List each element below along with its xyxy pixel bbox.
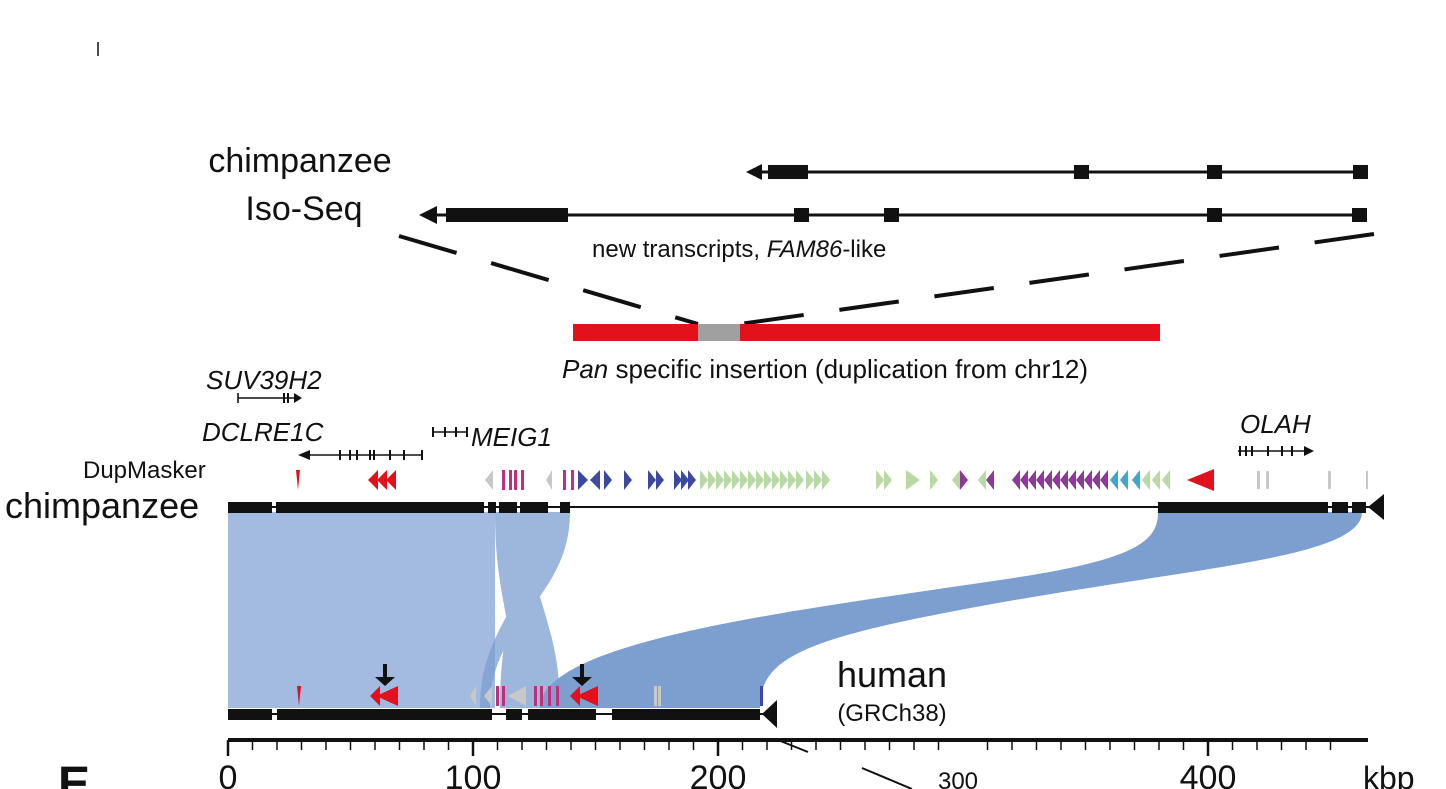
dupmasker-label: DupMasker [83, 457, 206, 484]
gene-olah: OLAH [1238, 409, 1314, 456]
alignment-ribbons [228, 512, 1362, 708]
axis-tick-label: 0 [219, 759, 238, 789]
ribbon-inversion-large [540, 512, 1362, 708]
chimp-track [228, 494, 1384, 520]
gene-dclre1c: DCLRE1C [202, 417, 423, 460]
dupmasker-chimp [296, 469, 1368, 491]
gene-suv39h2: SUV39H2 [206, 365, 322, 403]
axis-tick-label: 300 [938, 768, 978, 789]
ribbon-main-block [228, 512, 495, 708]
kbp-axis: 0 100 200 300 400 [219, 738, 1368, 789]
iso-seq-label-1: chimpanzee [208, 142, 391, 180]
axis-tick-label: 100 [445, 759, 502, 789]
dupmasker-human [297, 664, 763, 706]
human-track [228, 700, 777, 728]
chimp-track-label: chimpanzee [5, 485, 199, 526]
human-track-label: human [837, 654, 947, 695]
gene-label-suv39h2: SUV39H2 [206, 365, 322, 395]
axis-tick-label: 400 [1180, 759, 1237, 789]
axis-tick-label: 200 [690, 759, 747, 789]
gene-label-olah: OLAH [1240, 409, 1311, 439]
gene-label-dclre1c: DCLRE1C [202, 417, 324, 447]
gene-label-meig1: MEIG1 [471, 422, 552, 452]
human-assembly-label: (GRCh38) [837, 700, 946, 727]
pan-insertion-bar [573, 324, 1160, 341]
transcript-1 [746, 164, 1368, 180]
transcript-2 [419, 206, 1367, 224]
insertion-caption: Pan specific insertion (duplication from… [562, 354, 1088, 384]
zoom-lines [398, 232, 1375, 326]
panel-letter: E [58, 758, 90, 789]
iso-seq-transcripts [419, 164, 1368, 224]
gene-meig1: MEIG1 [432, 422, 552, 452]
axis-unit-label: kbp [1363, 760, 1415, 789]
iso-seq-label-2: Iso-Seq [245, 190, 362, 228]
transcripts-caption: new transcripts, FAM86-like [592, 236, 886, 263]
